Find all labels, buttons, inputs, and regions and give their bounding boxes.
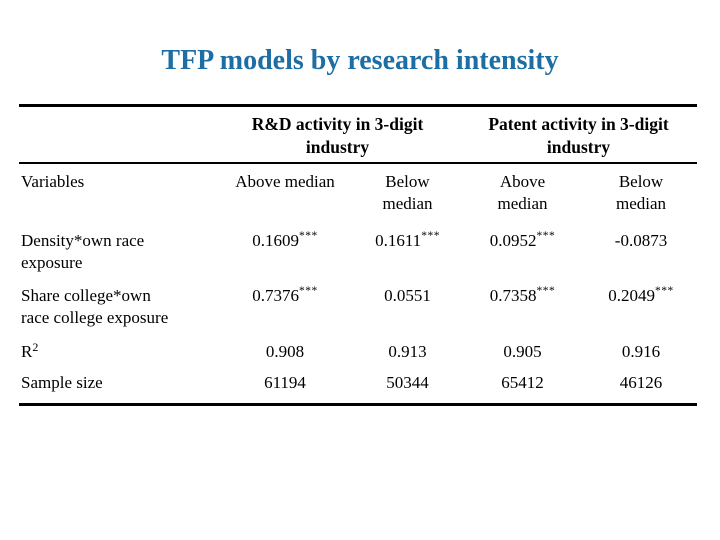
row-label-line: Density*own race [21, 231, 145, 250]
subheader-row: Variables Above median Below median Abov… [19, 163, 697, 219]
significance-stars: *** [536, 230, 556, 242]
row-label: Share college*own race college exposure [19, 274, 215, 329]
cell-value: 0.908 [265, 342, 305, 361]
cell-value: 0.7376*** [252, 285, 318, 305]
column-header-rnd-above: Above median [235, 172, 335, 191]
cell-value: 0.905 [503, 342, 542, 361]
cell-value: 0.913 [388, 342, 427, 361]
significance-stars: *** [421, 230, 440, 242]
group-header-spacer [19, 105, 215, 164]
table-row-share-college: Share college*own race college exposure … [19, 274, 697, 329]
row-label-line: Share college*own [21, 286, 151, 305]
cell-value: 0.916 [621, 342, 661, 361]
cell-value: 46126 [619, 373, 663, 392]
significance-stars: *** [299, 285, 318, 297]
table-row-r-squared: R2 0.908 0.913 0.905 0.916 [19, 329, 697, 363]
row-label: Density*own race exposure [19, 219, 215, 274]
group-header-rnd: R&D activity in 3-digit industry [215, 105, 460, 164]
group-header-rnd-line1: R&D activity in 3-digit [251, 114, 424, 134]
significance-stars: *** [655, 285, 674, 297]
column-header-line: median [497, 194, 548, 213]
column-header-line: median [615, 194, 667, 213]
column-header-line: median [382, 194, 433, 213]
cell-value: 0.2049*** [608, 285, 674, 305]
cell-value: 61194 [264, 373, 306, 392]
column-header-line: Below [385, 172, 430, 191]
cell-value: 0.1609*** [252, 230, 318, 250]
r-squared-exponent: 2 [32, 340, 39, 354]
cell-value: 50344 [386, 373, 429, 392]
significance-stars: *** [299, 230, 318, 242]
page-title: TFP models by research intensity [161, 45, 559, 76]
column-header-rnd-below: Below median [355, 163, 460, 219]
column-header-patent-above: Above median [460, 163, 585, 219]
group-header-patent-line1: Patent activity in 3-digit [488, 114, 669, 134]
group-header-patent-line2: industry [546, 137, 611, 157]
column-header-line: Above [499, 172, 546, 191]
cell-value: 0.0551 [384, 286, 431, 305]
row-label: R2 [21, 340, 39, 361]
row-label-line: race college exposure [21, 308, 169, 327]
cell-value: 0.1611*** [375, 230, 440, 250]
table-row-sample-size: Sample size 61194 50344 65412 46126 [19, 363, 697, 405]
results-table: R&D activity in 3-digit industry Patent … [19, 104, 698, 406]
group-header-rnd-line2: industry [305, 137, 370, 157]
column-header-variables: Variables [21, 172, 85, 191]
cell-value: 65412 [501, 373, 544, 392]
group-header-patent: Patent activity in 3-digit industry [460, 105, 698, 164]
row-label-line: exposure [21, 253, 83, 272]
cell-value: -0.0873 [614, 231, 668, 250]
column-header-patent-below: Below median [585, 163, 697, 219]
cell-value: 0.0952*** [489, 230, 556, 250]
significance-stars: *** [536, 285, 556, 297]
cell-value: 0.7358*** [489, 285, 556, 305]
table-row-density: Density*own race exposure 0.1609*** 0.16… [19, 219, 697, 274]
column-header-line: Below [618, 172, 664, 191]
group-header-row: R&D activity in 3-digit industry Patent … [19, 105, 698, 164]
row-label: Sample size [21, 373, 103, 392]
